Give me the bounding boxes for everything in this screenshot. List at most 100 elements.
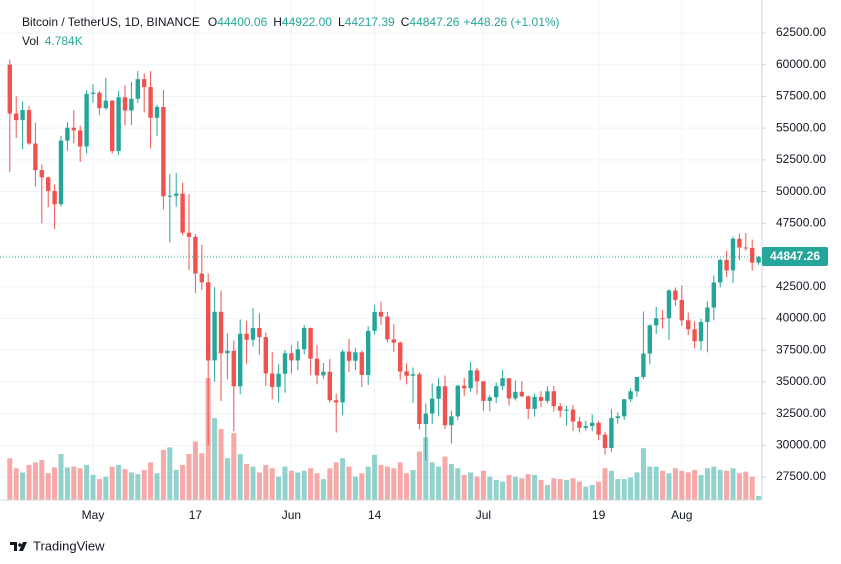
candle-body bbox=[468, 370, 473, 389]
candle-body bbox=[212, 311, 217, 361]
volume-bar bbox=[64, 467, 70, 500]
candle-body bbox=[545, 391, 550, 401]
candle-body bbox=[20, 110, 25, 121]
volume-bar bbox=[58, 454, 64, 500]
volume-bar bbox=[224, 458, 230, 500]
volume-bar bbox=[320, 479, 326, 500]
candle-body bbox=[692, 329, 697, 342]
volume-bar bbox=[416, 451, 422, 500]
candle-body bbox=[97, 92, 102, 109]
candle-body bbox=[526, 396, 531, 409]
volume-bar bbox=[84, 464, 90, 500]
volume-bar bbox=[749, 476, 755, 500]
logo-shape bbox=[10, 542, 17, 551]
candle-body bbox=[353, 352, 358, 361]
x-tick-label: Jun bbox=[282, 508, 301, 522]
volume-bar bbox=[455, 468, 461, 500]
candle-body bbox=[250, 328, 256, 340]
y-tick-label: 52500.00 bbox=[776, 152, 826, 166]
y-tick-label: 57500.00 bbox=[776, 89, 826, 103]
volume-bar bbox=[698, 474, 704, 500]
volume-bar bbox=[365, 466, 371, 500]
volume-bar bbox=[544, 484, 550, 500]
candle-body bbox=[270, 373, 275, 387]
candle-body bbox=[628, 391, 633, 400]
candle-body bbox=[737, 238, 742, 248]
volume-bar bbox=[359, 473, 365, 500]
candle-body bbox=[532, 396, 537, 409]
volume-bar bbox=[692, 469, 698, 500]
volume-bar bbox=[7, 458, 13, 500]
candle-body bbox=[596, 422, 601, 435]
candle-body bbox=[398, 342, 403, 372]
volume-bar bbox=[180, 464, 186, 500]
candle-body bbox=[724, 259, 729, 271]
candle-body bbox=[538, 396, 544, 401]
volume-bar bbox=[448, 464, 454, 500]
volume-bar bbox=[314, 473, 320, 500]
volume-bar bbox=[212, 418, 218, 500]
volume-bar bbox=[500, 481, 506, 500]
candle-body bbox=[161, 106, 166, 197]
candle-body bbox=[698, 321, 704, 342]
candle-body bbox=[366, 330, 371, 375]
volume-bar bbox=[557, 479, 563, 500]
candle-body bbox=[289, 353, 294, 361]
candle-body bbox=[84, 93, 89, 147]
candle-body bbox=[602, 434, 608, 448]
candle-body bbox=[718, 259, 723, 283]
candle-body bbox=[686, 320, 691, 330]
y-tick-label: 47500.00 bbox=[776, 215, 826, 229]
candle-body bbox=[193, 236, 198, 274]
candle-body bbox=[263, 337, 268, 374]
volume-bar bbox=[160, 449, 166, 500]
candle-body bbox=[282, 353, 288, 374]
volume-bar bbox=[103, 476, 109, 500]
volume-bar bbox=[250, 466, 256, 500]
volume-bar bbox=[340, 458, 346, 500]
candle-body bbox=[641, 353, 646, 378]
candle-body bbox=[135, 79, 140, 99]
logo-shape bbox=[19, 542, 27, 551]
volume-bar bbox=[32, 462, 38, 500]
candle-body bbox=[750, 248, 755, 263]
volume-bar bbox=[551, 478, 557, 500]
ohlc-key: L bbox=[338, 15, 345, 29]
candle-body bbox=[238, 333, 243, 387]
volume-bar bbox=[429, 462, 435, 500]
candle-body bbox=[634, 377, 640, 392]
candle-body bbox=[340, 351, 345, 403]
volume-bar bbox=[282, 466, 288, 500]
candle-body bbox=[583, 426, 588, 428]
candle-body bbox=[673, 290, 678, 300]
volume-bar bbox=[564, 479, 570, 500]
candle-body bbox=[103, 100, 108, 109]
volume-name: Vol bbox=[22, 34, 39, 48]
volume-bar bbox=[493, 479, 499, 500]
volume-bar bbox=[576, 481, 582, 500]
volume-bar bbox=[711, 466, 717, 500]
volume-bar bbox=[186, 454, 192, 500]
volume-bar bbox=[237, 454, 243, 500]
volume-bar bbox=[468, 472, 474, 500]
y-tick-label: 32500.00 bbox=[776, 406, 826, 420]
candle-body bbox=[71, 127, 76, 131]
candle-body bbox=[148, 87, 153, 118]
legend: Bitcoin / TetherUS, 1D, BINANCE O44400.06… bbox=[22, 15, 560, 48]
candle-body bbox=[46, 177, 51, 191]
legend-line: Bitcoin / TetherUS, 1D, BINANCE O44400.06… bbox=[22, 15, 560, 29]
volume-bar bbox=[704, 468, 710, 500]
candle-body bbox=[410, 374, 416, 376]
volume-bar bbox=[391, 468, 397, 500]
volume-bar bbox=[519, 478, 525, 500]
candle-body bbox=[346, 351, 352, 361]
volume-bar bbox=[327, 468, 333, 500]
volume-bar bbox=[487, 476, 493, 500]
candle-body bbox=[577, 421, 582, 428]
y-tick-label: 42500.00 bbox=[776, 279, 826, 293]
volume-bar bbox=[301, 470, 307, 500]
volume-bar bbox=[372, 454, 378, 500]
candle-body bbox=[705, 307, 710, 322]
candle-body bbox=[218, 311, 224, 354]
candle-body bbox=[442, 386, 448, 426]
